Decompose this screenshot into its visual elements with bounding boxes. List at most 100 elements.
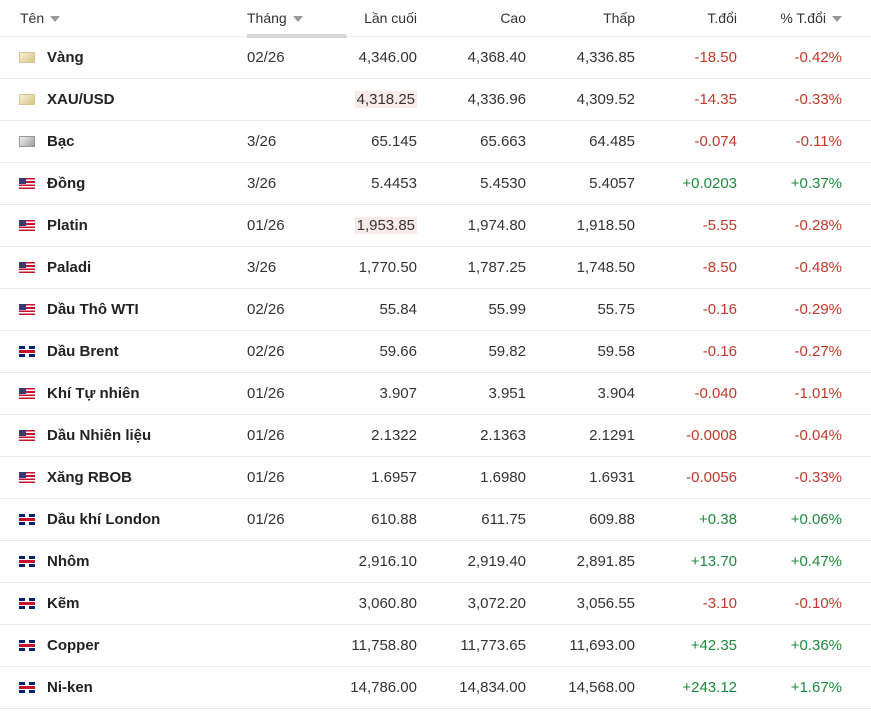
header-name[interactable]: Tên: [0, 0, 247, 37]
us-flag-icon: [19, 178, 35, 189]
commodity-name-link[interactable]: Khí Tự nhiên: [47, 385, 140, 402]
commodity-name-link[interactable]: Dầu khí London: [47, 511, 161, 528]
last-cell: 3.907: [347, 372, 417, 415]
change-cell: -8.50: [635, 246, 737, 289]
table-row[interactable]: Paladi 3/26 1,770.50 1,787.25 1,748.50 -…: [0, 246, 871, 289]
table-row[interactable]: Kẽm 3,060.80 3,072.20 3,056.55 -3.10 -0.…: [0, 582, 871, 625]
pct-change-cell: -0.29%: [737, 288, 842, 331]
pct-change-cell: -0.48%: [737, 246, 842, 289]
month-cell: 02/26: [247, 36, 347, 79]
commodity-name-link[interactable]: Copper: [47, 637, 100, 654]
low-cell: 14,568.00: [526, 666, 635, 709]
last-value: 65.145: [371, 133, 417, 150]
table-row[interactable]: Khí Tự nhiên 01/26 3.907 3.951 3.904 -0.…: [0, 372, 871, 415]
low-cell: 1,748.50: [526, 246, 635, 289]
table-row[interactable]: Ni-ken 14,786.00 14,834.00 14,568.00 +24…: [0, 666, 871, 709]
commodity-name-link[interactable]: XAU/USD: [47, 91, 115, 108]
last-cell: 1.6957: [347, 456, 417, 499]
commodity-name-link[interactable]: Đồng: [47, 175, 86, 192]
uk-flag-icon: [19, 346, 35, 357]
pct-change-cell: -0.33%: [737, 78, 842, 121]
high-cell: 2.1363: [417, 414, 526, 457]
low-cell: 59.58: [526, 330, 635, 373]
table-row[interactable]: Bạc 3/26 65.145 65.663 64.485 -0.074 -0.…: [0, 120, 871, 163]
header-pct-label: % T.đổi: [780, 10, 826, 26]
last-value: 4,346.00: [358, 49, 417, 66]
table-row[interactable]: Xăng RBOB 01/26 1.6957 1.6980 1.6931 -0.…: [0, 456, 871, 499]
table-row[interactable]: XAU/USD 4,318.25 4,336.96 4,309.52 -14.3…: [0, 78, 871, 121]
commodity-name-link[interactable]: Bạc: [47, 133, 75, 150]
high-cell: 4,368.40: [417, 36, 526, 79]
month-cell: [247, 582, 347, 625]
header-low[interactable]: Thấp: [603, 10, 635, 26]
high-cell: 65.663: [417, 120, 526, 163]
table-row[interactable]: Dầu Nhiên liệu 01/26 2.1322 2.1363 2.129…: [0, 414, 871, 457]
commodity-name-link[interactable]: Platin: [47, 217, 88, 234]
month-cell: 02/26: [247, 330, 347, 373]
last-value: 2.1322: [371, 427, 417, 444]
commodity-name-link[interactable]: Paladi: [47, 259, 92, 276]
sort-caret-icon: [50, 16, 61, 23]
high-cell: 3.951: [417, 372, 526, 415]
high-cell: 1,787.25: [417, 246, 526, 289]
month-cell: 01/26: [247, 498, 347, 541]
header-month-label: Tháng: [247, 10, 287, 26]
commodity-name-link[interactable]: Dầu Brent: [47, 343, 119, 360]
table-row[interactable]: Vàng 02/26 4,346.00 4,368.40 4,336.85 -1…: [0, 36, 871, 79]
table-row[interactable]: Nhôm 2,916.10 2,919.40 2,891.85 +13.70 +…: [0, 540, 871, 583]
low-cell: 3.904: [526, 372, 635, 415]
table-row[interactable]: Dầu khí London 01/26 610.88 611.75 609.8…: [0, 498, 871, 541]
low-cell: 4,309.52: [526, 78, 635, 121]
silver-icon: [19, 136, 35, 147]
header-pct-change[interactable]: % T.đổi: [737, 0, 842, 37]
low-cell: 2.1291: [526, 414, 635, 457]
last-cell: 2.1322: [347, 414, 417, 457]
change-cell: -0.040: [635, 372, 737, 415]
high-cell: 59.82: [417, 330, 526, 373]
us-flag-icon: [19, 304, 35, 315]
commodity-name-link[interactable]: Xăng RBOB: [47, 469, 133, 486]
last-value: 610.88: [371, 511, 417, 528]
table-row[interactable]: Đồng 3/26 5.4453 5.4530 5.4057 +0.0203 +…: [0, 162, 871, 205]
last-cell: 11,758.80: [347, 624, 417, 667]
commodity-name-link[interactable]: Ni-ken: [47, 679, 93, 696]
last-cell: 1,953.85: [347, 204, 417, 247]
high-cell: 2,919.40: [417, 540, 526, 583]
table-row[interactable]: Platin 01/26 1,953.85 1,974.80 1,918.50 …: [0, 204, 871, 247]
change-cell: +42.35: [635, 624, 737, 667]
table-row[interactable]: Dầu Thô WTI 02/26 55.84 55.99 55.75 -0.1…: [0, 288, 871, 331]
commodity-name-link[interactable]: Kẽm: [47, 595, 80, 612]
pct-change-cell: +0.36%: [737, 624, 842, 667]
header-change[interactable]: T.đổi: [707, 10, 737, 26]
last-cell: 3,060.80: [347, 582, 417, 625]
commodity-name-link[interactable]: Vàng: [47, 49, 84, 66]
sort-caret-icon: [832, 16, 842, 23]
last-value: 11,758.80: [351, 637, 417, 654]
pct-change-cell: -0.11%: [737, 120, 842, 163]
commodity-name-link[interactable]: Dầu Nhiên liệu: [47, 427, 152, 444]
uk-flag-icon: [19, 682, 35, 693]
pct-change-cell: -1.01%: [737, 372, 842, 415]
low-cell: 55.75: [526, 288, 635, 331]
pct-change-cell: -0.42%: [737, 36, 842, 79]
pct-change-cell: -0.27%: [737, 330, 842, 373]
high-cell: 5.4530: [417, 162, 526, 205]
month-cell: [247, 540, 347, 583]
month-cell: [247, 666, 347, 709]
last-value: 55.84: [379, 301, 417, 318]
table-row[interactable]: Copper 11,758.80 11,773.65 11,693.00 +42…: [0, 624, 871, 667]
month-cell: [247, 78, 347, 121]
header-last[interactable]: Lần cuối: [364, 10, 417, 26]
table-row[interactable]: Dầu Brent 02/26 59.66 59.82 59.58 -0.16 …: [0, 330, 871, 373]
commodity-name-link[interactable]: Dầu Thô WTI: [47, 301, 139, 318]
commodity-name-link[interactable]: Nhôm: [47, 553, 90, 570]
header-high[interactable]: Cao: [500, 10, 526, 26]
month-cell: 3/26: [247, 162, 347, 205]
header-month[interactable]: Tháng: [247, 0, 347, 38]
gold-icon: [19, 94, 35, 105]
last-cell: 65.145: [347, 120, 417, 163]
high-cell: 1,974.80: [417, 204, 526, 247]
last-cell: 14,786.00: [347, 666, 417, 709]
last-value: 1,770.50: [358, 259, 417, 276]
last-cell: 55.84: [347, 288, 417, 331]
